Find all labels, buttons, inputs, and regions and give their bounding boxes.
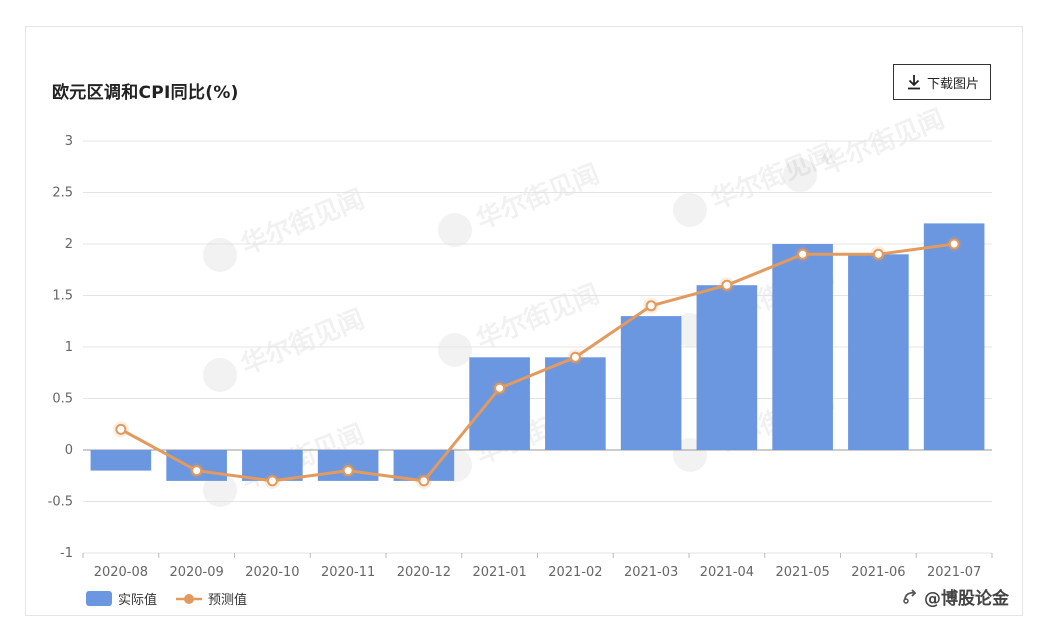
x-tick-label: 2021-05 — [775, 565, 829, 580]
svg-text:华尔街见闻: 华尔街见闻 — [472, 158, 604, 235]
bar-2021-01 — [469, 357, 530, 450]
y-tick-label: -1 — [60, 546, 73, 561]
forecast-point-2021-04 — [721, 279, 733, 291]
legend-actual-label: 实际值 — [118, 592, 157, 608]
y-tick-label: 0.5 — [52, 392, 73, 407]
forecast-point-2021-02 — [569, 351, 581, 363]
forecast-point-2020-12 — [418, 475, 430, 487]
x-tick-label: 2021-04 — [700, 565, 754, 580]
x-tick-label: 2020-10 — [245, 565, 299, 580]
forecast-point-2021-07 — [948, 238, 960, 250]
watermark: 华尔街见闻 — [203, 183, 369, 272]
x-tick-label: 2021-06 — [851, 565, 905, 580]
forecast-point-2020-10 — [266, 475, 278, 487]
legend-forecast-label: 预测值 — [208, 592, 247, 608]
y-tick-label: 3 — [65, 134, 73, 149]
download-image-button[interactable]: 下载图片 — [893, 64, 991, 100]
y-tick-label: 0 — [65, 443, 73, 458]
watermark: 华尔街见闻 — [203, 303, 369, 392]
footer-credit: @博股论金 — [900, 584, 1009, 609]
x-tick-label: 2021-02 — [548, 565, 602, 580]
bar-2021-03 — [620, 316, 682, 450]
bar-2021-02 — [545, 357, 606, 450]
x-tick-label: 2020-11 — [321, 565, 375, 580]
x-tick-label: 2021-01 — [472, 565, 526, 580]
legend-line-marker — [184, 594, 194, 604]
forecast-point-2021-05 — [797, 248, 809, 260]
bar-2020-08 — [90, 450, 152, 471]
svg-text:华尔街见闻: 华尔街见闻 — [707, 138, 839, 215]
forecast-point-2020-09 — [191, 465, 203, 477]
footer-text: @博股论金 — [924, 589, 1009, 609]
bar-2021-07 — [923, 223, 985, 450]
x-tick-label: 2020-09 — [169, 565, 223, 580]
bar-2021-06 — [848, 254, 909, 450]
svg-text:华尔街见闻: 华尔街见闻 — [817, 103, 949, 180]
y-tick-label: 1 — [65, 340, 73, 355]
legend-bar-swatch — [86, 591, 112, 606]
bar-2021-05 — [772, 244, 833, 450]
download-icon — [907, 75, 920, 90]
y-tick-label: 2.5 — [52, 186, 73, 201]
svg-text:华尔街见闻: 华尔街见闻 — [237, 183, 369, 260]
share-icon — [903, 588, 917, 604]
forecast-point-2020-11 — [342, 465, 354, 477]
y-tick-label: 2 — [65, 237, 73, 252]
svg-text:华尔街见闻: 华尔街见闻 — [237, 303, 369, 380]
svg-text:华尔街见闻: 华尔街见闻 — [472, 278, 604, 355]
x-tick-label: 2021-07 — [927, 565, 981, 580]
forecast-point-2021-03 — [645, 300, 657, 312]
forecast-line — [120, 242, 955, 483]
forecast-point-2021-06 — [872, 248, 884, 260]
x-tick-label: 2020-08 — [94, 565, 148, 580]
download-button-label: 下载图片 — [926, 76, 979, 92]
y-tick-label: 1.5 — [52, 289, 73, 304]
y-tick-label: -0.5 — [48, 495, 73, 510]
forecast-point-2020-08 — [115, 423, 127, 435]
x-tick-label: 2020-12 — [397, 565, 451, 580]
x-tick-label: 2021-03 — [624, 565, 678, 580]
bar-2021-04 — [696, 285, 758, 450]
forecast-point-2021-01 — [494, 382, 506, 394]
chart-title: 欧元区调和CPI同比(%) — [52, 83, 239, 103]
watermark: 华尔街见闻 — [438, 158, 604, 247]
